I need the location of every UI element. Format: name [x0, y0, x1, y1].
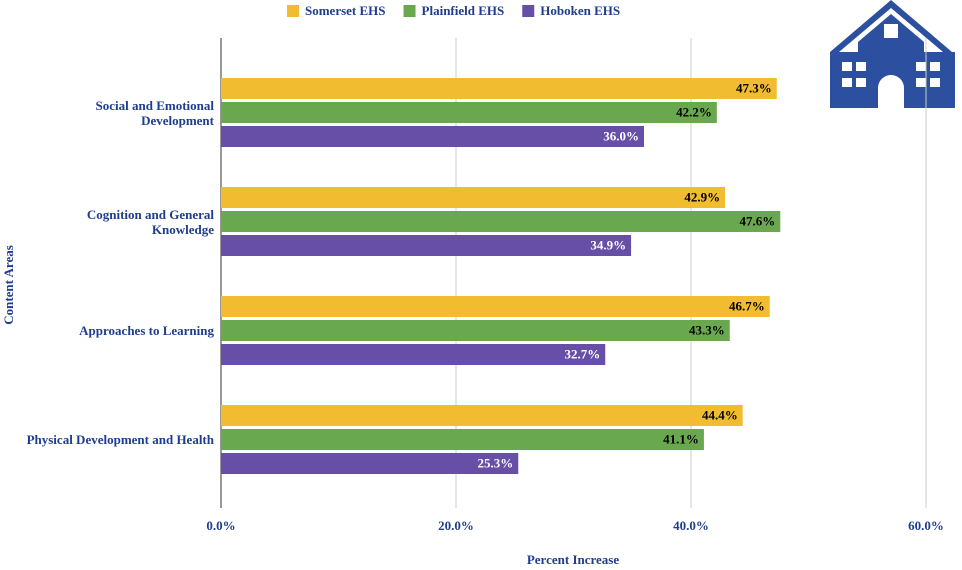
bar: [221, 429, 704, 450]
bar: [221, 453, 519, 474]
y-tick-label: Approaches to Learning: [79, 323, 214, 338]
legend-swatch: [522, 5, 535, 17]
bar: [221, 235, 632, 256]
value-label: 47.3%: [736, 80, 772, 95]
y-tick-label: Social and Emotional Development: [95, 97, 214, 128]
bar: [221, 344, 606, 365]
bar: [221, 187, 726, 208]
value-label: 44.4%: [702, 407, 738, 422]
bar: [221, 320, 730, 341]
value-label: 42.9%: [684, 189, 720, 204]
value-label: 43.3%: [689, 322, 725, 337]
bar: [221, 78, 777, 99]
x-tick-label: 0.0%: [206, 518, 235, 533]
bar: [221, 211, 781, 232]
value-label: 42.2%: [676, 104, 712, 119]
value-label: 32.7%: [564, 346, 600, 361]
legend-swatch: [287, 5, 299, 17]
bar: [221, 126, 644, 147]
value-label: 34.9%: [590, 237, 626, 252]
bar: [221, 296, 770, 317]
value-label: 47.6%: [740, 213, 776, 228]
x-axis-title: Percent Increase: [527, 552, 620, 567]
value-label: 46.7%: [729, 298, 765, 313]
school-icon: [830, 0, 955, 108]
legend-swatch: [403, 5, 416, 17]
bar: [221, 405, 743, 426]
legend-label: Plainfield EHS: [422, 3, 505, 18]
legend-label: Somerset EHS: [305, 3, 386, 18]
x-tick-label: 60.0%: [908, 518, 944, 533]
legend-label: Hoboken EHS: [540, 3, 620, 18]
bar: [221, 102, 717, 123]
x-tick-label: 40.0%: [673, 518, 709, 533]
value-label: 25.3%: [478, 455, 514, 470]
y-tick-label: Cognition and General Knowledge: [86, 206, 214, 237]
x-tick-label: 20.0%: [438, 518, 474, 533]
y-tick-label: Physical Development and Health: [26, 432, 214, 447]
value-label: 36.0%: [603, 128, 639, 143]
value-label: 41.1%: [663, 431, 699, 446]
y-axis-title: Content Areas: [1, 245, 16, 325]
